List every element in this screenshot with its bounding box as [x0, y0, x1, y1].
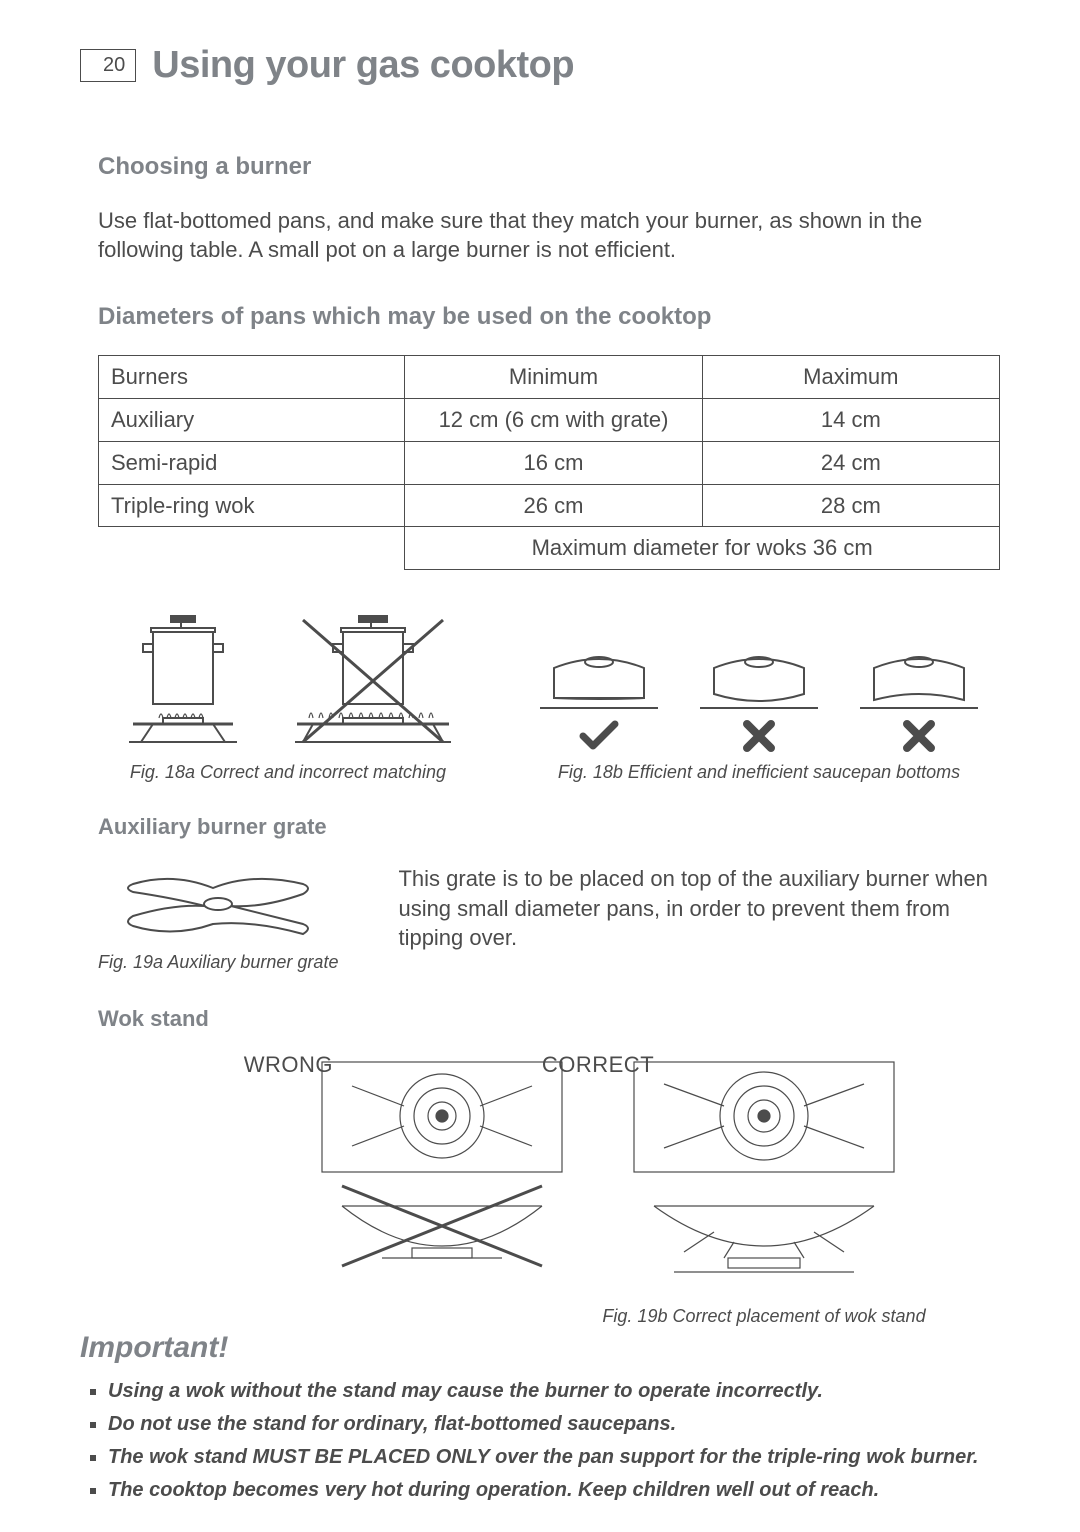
important-item: Do not use the stand for ordinary, flat-…	[108, 1411, 1000, 1438]
table-header: Burners	[99, 356, 405, 399]
table-cell-empty	[99, 527, 405, 570]
pot-correct-icon	[123, 614, 243, 754]
table-cell: Semi-rapid	[99, 441, 405, 484]
table-cell: Triple-ring wok	[99, 484, 405, 527]
caption-19b: Fig. 19b Correct placement of wok stand	[602, 1304, 925, 1328]
important-heading: Important!	[80, 1328, 1000, 1369]
pot-incorrect-icon	[293, 614, 453, 754]
page-title: Using your gas cooktop	[152, 40, 574, 91]
cross-icon	[741, 718, 777, 754]
table-header: Maximum	[702, 356, 999, 399]
caption-19a: Fig. 19a Auxiliary burner grate	[98, 950, 338, 974]
aux-grate-row: Fig. 19a Auxiliary burner grate This gra…	[98, 864, 1000, 974]
table-cell: 12 cm (6 cm with grate)	[405, 399, 702, 442]
page-header: 20 Using your gas cooktop	[80, 40, 1000, 91]
pan-concave-icon	[854, 648, 984, 718]
pan-convex-icon	[694, 648, 824, 718]
table-header: Minimum	[405, 356, 702, 399]
pan-diameter-table: Burners Minimum Maximum Auxiliary 12 cm …	[98, 355, 1000, 569]
caption-18b: Fig. 18b Efficient and inefficient sauce…	[558, 760, 960, 784]
table-row: Burners Minimum Maximum	[99, 356, 1000, 399]
heading-wok-stand: Wok stand	[98, 1004, 1000, 1034]
aux-grate-icon	[113, 864, 323, 944]
heading-choosing-burner: Choosing a burner	[98, 151, 1000, 183]
table-cell: 28 cm	[702, 484, 999, 527]
table-row: Triple-ring wok 26 cm 28 cm	[99, 484, 1000, 527]
page-number-box: 20	[80, 49, 136, 82]
table-cell: 26 cm	[405, 484, 702, 527]
table-row: Semi-rapid 16 cm 24 cm	[99, 441, 1000, 484]
text-aux-grate: This grate is to be placed on top of the…	[398, 864, 1000, 953]
table-cell: 16 cm	[405, 441, 702, 484]
important-list: Using a wok without the stand may cause …	[80, 1378, 1000, 1504]
wok-stand-row: WRONG	[98, 1056, 1000, 1328]
text-choosing-burner: Use flat-bottomed pans, and make sure th…	[98, 206, 1000, 265]
figure-row-18: Fig. 18a Correct and incorrect matching	[98, 614, 1000, 784]
heading-diameters: Diameters of pans which may be used on t…	[98, 301, 1000, 333]
wok-wrong-icon	[312, 1056, 572, 1276]
table-cell: 14 cm	[702, 399, 999, 442]
important-item: The cooktop becomes very hot during oper…	[108, 1477, 1000, 1504]
important-item: The wok stand MUST BE PLACED ONLY over t…	[108, 1444, 1000, 1471]
table-cell: Auxiliary	[99, 399, 405, 442]
table-row: Auxiliary 12 cm (6 cm with grate) 14 cm	[99, 399, 1000, 442]
caption-18a: Fig. 18a Correct and incorrect matching	[130, 760, 446, 784]
table-cell: 24 cm	[702, 441, 999, 484]
pan-flat-icon	[534, 648, 664, 718]
important-item: Using a wok without the stand may cause …	[108, 1378, 1000, 1405]
label-correct: CORRECT	[542, 1050, 654, 1080]
table-row: Maximum diameter for woks 36 cm	[99, 527, 1000, 570]
check-icon	[579, 718, 619, 754]
cross-icon	[901, 718, 937, 754]
label-wrong: WRONG	[244, 1050, 333, 1080]
table-footer-cell: Maximum diameter for woks 36 cm	[405, 527, 1000, 570]
wok-correct-icon	[624, 1056, 904, 1296]
heading-aux-grate: Auxiliary burner grate	[98, 812, 1000, 842]
